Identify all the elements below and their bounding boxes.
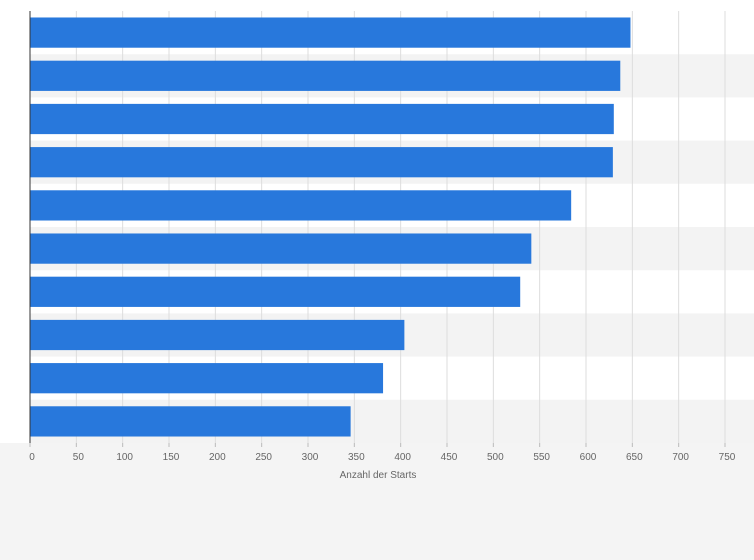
x-tick-label: 650 xyxy=(626,452,643,463)
bar[interactable] xyxy=(30,233,532,264)
x-tick-label: 50 xyxy=(73,452,85,463)
bar[interactable] xyxy=(30,190,572,221)
bar[interactable] xyxy=(30,363,384,394)
bar[interactable] xyxy=(30,103,614,135)
x-tick-label: 150 xyxy=(163,452,180,463)
x-tick-label: 400 xyxy=(394,452,411,463)
bar[interactable] xyxy=(30,17,631,48)
x-tick-label: 600 xyxy=(580,452,597,463)
bars xyxy=(30,17,631,437)
x-axis-title: Anzahl der Starts xyxy=(340,470,417,481)
bar[interactable] xyxy=(30,60,621,91)
x-tick-label: 750 xyxy=(719,452,736,463)
x-tick-label: 500 xyxy=(487,452,504,463)
bar[interactable] xyxy=(30,276,521,307)
x-tick-label: 550 xyxy=(533,452,550,463)
x-tick-labels: 0 50 100 150 200 250 300 350 400 450 500 550 600 650 7… xyxy=(29,443,736,463)
bar[interactable] xyxy=(30,319,405,351)
x-tick-label: 450 xyxy=(441,452,458,463)
x-tick-label: 250 xyxy=(255,452,272,463)
x-tick-label: 100 xyxy=(116,452,133,463)
x-tick-label: 700 xyxy=(672,452,689,463)
x-tick-label: 300 xyxy=(302,452,319,463)
x-tick-label: 0 xyxy=(29,452,35,463)
bar[interactable] xyxy=(30,147,613,178)
x-tick-label: 200 xyxy=(209,452,226,463)
x-tick-label: 350 xyxy=(348,452,365,463)
bar[interactable] xyxy=(30,406,351,437)
